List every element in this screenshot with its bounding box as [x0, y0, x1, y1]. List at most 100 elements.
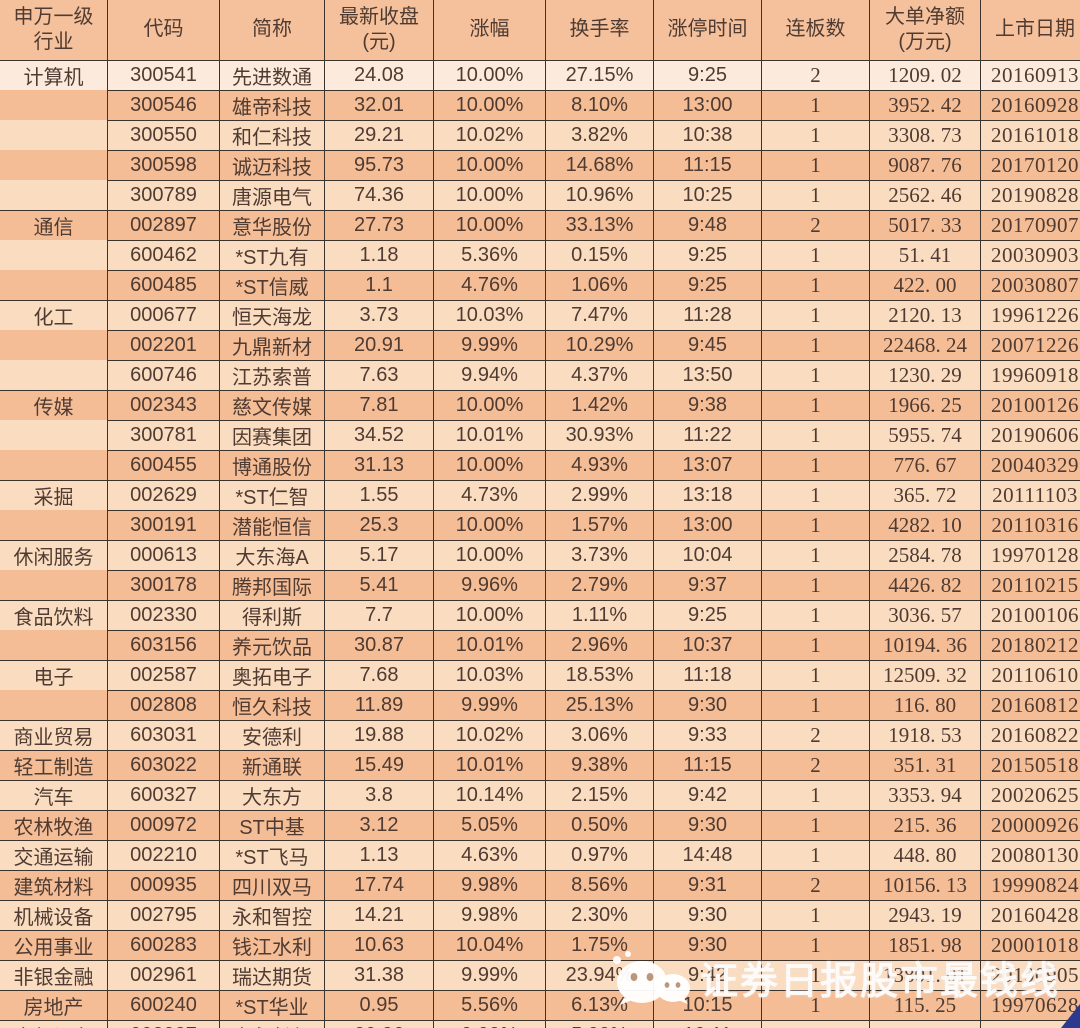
cell-ipo: 20001018	[980, 929, 1080, 960]
cell-close: 5.17	[324, 539, 434, 570]
cell-code: 600455	[107, 449, 220, 480]
cell-limit_time: 9:30	[653, 899, 762, 930]
table-row: 603156 养元饮品 30.87 10.01% 2.96% 10:37 1 10194. 3…	[0, 629, 1080, 660]
cell-name: 泰永长征	[219, 1019, 325, 1028]
cell-code: 600283	[107, 929, 220, 960]
cell-ipo: 20071226	[980, 329, 1080, 360]
cell-ipo: 20110316	[980, 509, 1080, 540]
cell-net: 4282. 10	[869, 509, 981, 540]
cell-code: 600746	[107, 359, 220, 390]
cell-name: 因赛集团	[219, 419, 325, 450]
cell-limit_time: 10:37	[653, 629, 762, 660]
cell-name: 唐源电气	[219, 179, 325, 210]
cell-limit_time: 10:38	[653, 119, 762, 150]
table-header: 申万一级 行业 代码 简称 最新收盘 (元) 涨幅 换手率 涨停时间 连板数 大单净额 (万元) 上市日…	[0, 0, 1080, 61]
cell-change: 5.05%	[433, 809, 546, 840]
table-row: 300546 雄帝科技 32.01 10.00% 8.10% 13:00 1 3952. 42…	[0, 89, 1080, 120]
cell-code: 603031	[107, 719, 220, 750]
table-row: 300781 因赛集团 34.52 10.01% 30.93% 11:22 1 5955. 7…	[0, 419, 1080, 450]
table-row: 300789 唐源电气 74.36 10.00% 10.96% 10:25 1 2562. 4…	[0, 179, 1080, 210]
cell-turnover: 2.99%	[545, 479, 654, 510]
cell-boards: 1	[761, 389, 870, 420]
cell-boards: 2	[761, 209, 870, 240]
cell-industry	[0, 450, 108, 480]
table-row: 汽车 600327 大东方 3.8 10.14% 2.15% 9:42 1 3353. 94 20…	[0, 779, 1080, 810]
cell-boards: 2	[761, 749, 870, 780]
cell-close: 5.41	[324, 569, 434, 600]
cell-net: 5017. 33	[869, 209, 981, 240]
cell-turnover: 1.11%	[545, 599, 654, 630]
cell-close: 0.95	[324, 989, 434, 1020]
cell-boards: 1	[761, 899, 870, 930]
cell-industry: 农林牧渔	[0, 809, 108, 840]
cell-limit_time: 13:07	[653, 449, 762, 480]
cell-industry: 电子	[0, 659, 108, 690]
cell-net: 10156. 13	[869, 869, 981, 900]
cell-industry	[0, 690, 108, 720]
cell-ipo: 20150518	[980, 749, 1080, 780]
cell-close: 3.8	[324, 779, 434, 810]
cell-code: 002201	[107, 329, 220, 360]
header-boards: 连板数	[761, 0, 870, 61]
cell-boards: 1	[761, 689, 870, 720]
cell-turnover: 8.10%	[545, 89, 654, 120]
cell-turnover: 1.57%	[545, 509, 654, 540]
cell-code: 000935	[107, 869, 220, 900]
cell-industry	[0, 120, 108, 150]
cell-close: 14.21	[324, 899, 434, 930]
cell-name: 得利斯	[219, 599, 325, 630]
cell-name: 博通股份	[219, 449, 325, 480]
cell-industry: 计算机	[0, 59, 108, 90]
cell-boards: 1	[761, 299, 870, 330]
table-row: 采掘 002629 *ST仁智 1.55 4.73% 2.99% 13:18 1 365. 72…	[0, 479, 1080, 510]
cell-industry	[0, 330, 108, 360]
cell-turnover: 2.15%	[545, 779, 654, 810]
cell-ipo: 20160428	[980, 899, 1080, 930]
cell-change: 5.36%	[433, 239, 546, 270]
cell-change: 10.03%	[433, 659, 546, 690]
cell-ipo: 20040329	[980, 449, 1080, 480]
cell-code: 600462	[107, 239, 220, 270]
cell-boards: 1	[761, 449, 870, 480]
cell-limit_time: 9:25	[653, 59, 762, 90]
table-body: 计算机 300541 先进数通 24.08 10.00% 27.15% 9:25 2 1209.…	[0, 59, 1080, 1028]
cell-turnover: 9.38%	[545, 749, 654, 780]
cell-boards: 1	[761, 329, 870, 360]
cell-name: 大东方	[219, 779, 325, 810]
cell-name: 诚迈科技	[219, 149, 325, 180]
cell-ipo: 19970128	[980, 539, 1080, 570]
cell-turnover: 10.96%	[545, 179, 654, 210]
cell-industry: 通信	[0, 209, 108, 240]
cell-industry	[0, 270, 108, 300]
table-row: 计算机 300541 先进数通 24.08 10.00% 27.15% 9:25 2 1209.…	[0, 59, 1080, 90]
cell-close: 74.36	[324, 179, 434, 210]
cell-name: 养元饮品	[219, 629, 325, 660]
cell-ipo: 19960918	[980, 359, 1080, 390]
cell-ipo: 20030903	[980, 239, 1080, 270]
cell-code: 002629	[107, 479, 220, 510]
cell-ipo: 20110215	[980, 569, 1080, 600]
cell-ipo: 19961226	[980, 299, 1080, 330]
cell-turnover: 1.42%	[545, 389, 654, 420]
cell-limit_time: 9:25	[653, 269, 762, 300]
table-row: 600485 *ST信威 1.1 4.76% 1.06% 9:25 1 422. 00 2003…	[0, 269, 1080, 300]
cell-close: 3.73	[324, 299, 434, 330]
cell-net: 1851. 98	[869, 929, 981, 960]
cell-boards: 1	[761, 479, 870, 510]
cell-turnover: 10.29%	[545, 329, 654, 360]
cell-net: 215. 36	[869, 809, 981, 840]
cell-net: 22468. 24	[869, 329, 981, 360]
cell-code: 002587	[107, 659, 220, 690]
cell-industry	[0, 90, 108, 120]
table-row: 600746 江苏索普 7.63 9.94% 4.37% 13:50 1 1230. 29 19…	[0, 359, 1080, 390]
cell-ipo: 20180223	[980, 1019, 1080, 1028]
cell-change: 10.00%	[433, 389, 546, 420]
cell-industry	[0, 420, 108, 450]
table-row: 300598 诚迈科技 95.73 10.00% 14.68% 11:15 1 9087. 7…	[0, 149, 1080, 180]
cell-industry: 非银金融	[0, 959, 108, 990]
cell-close: 1.18	[324, 239, 434, 270]
cell-change: 10.01%	[433, 629, 546, 660]
cell-industry	[0, 510, 108, 540]
cell-code: 002795	[107, 899, 220, 930]
cell-boards: 2	[761, 59, 870, 90]
